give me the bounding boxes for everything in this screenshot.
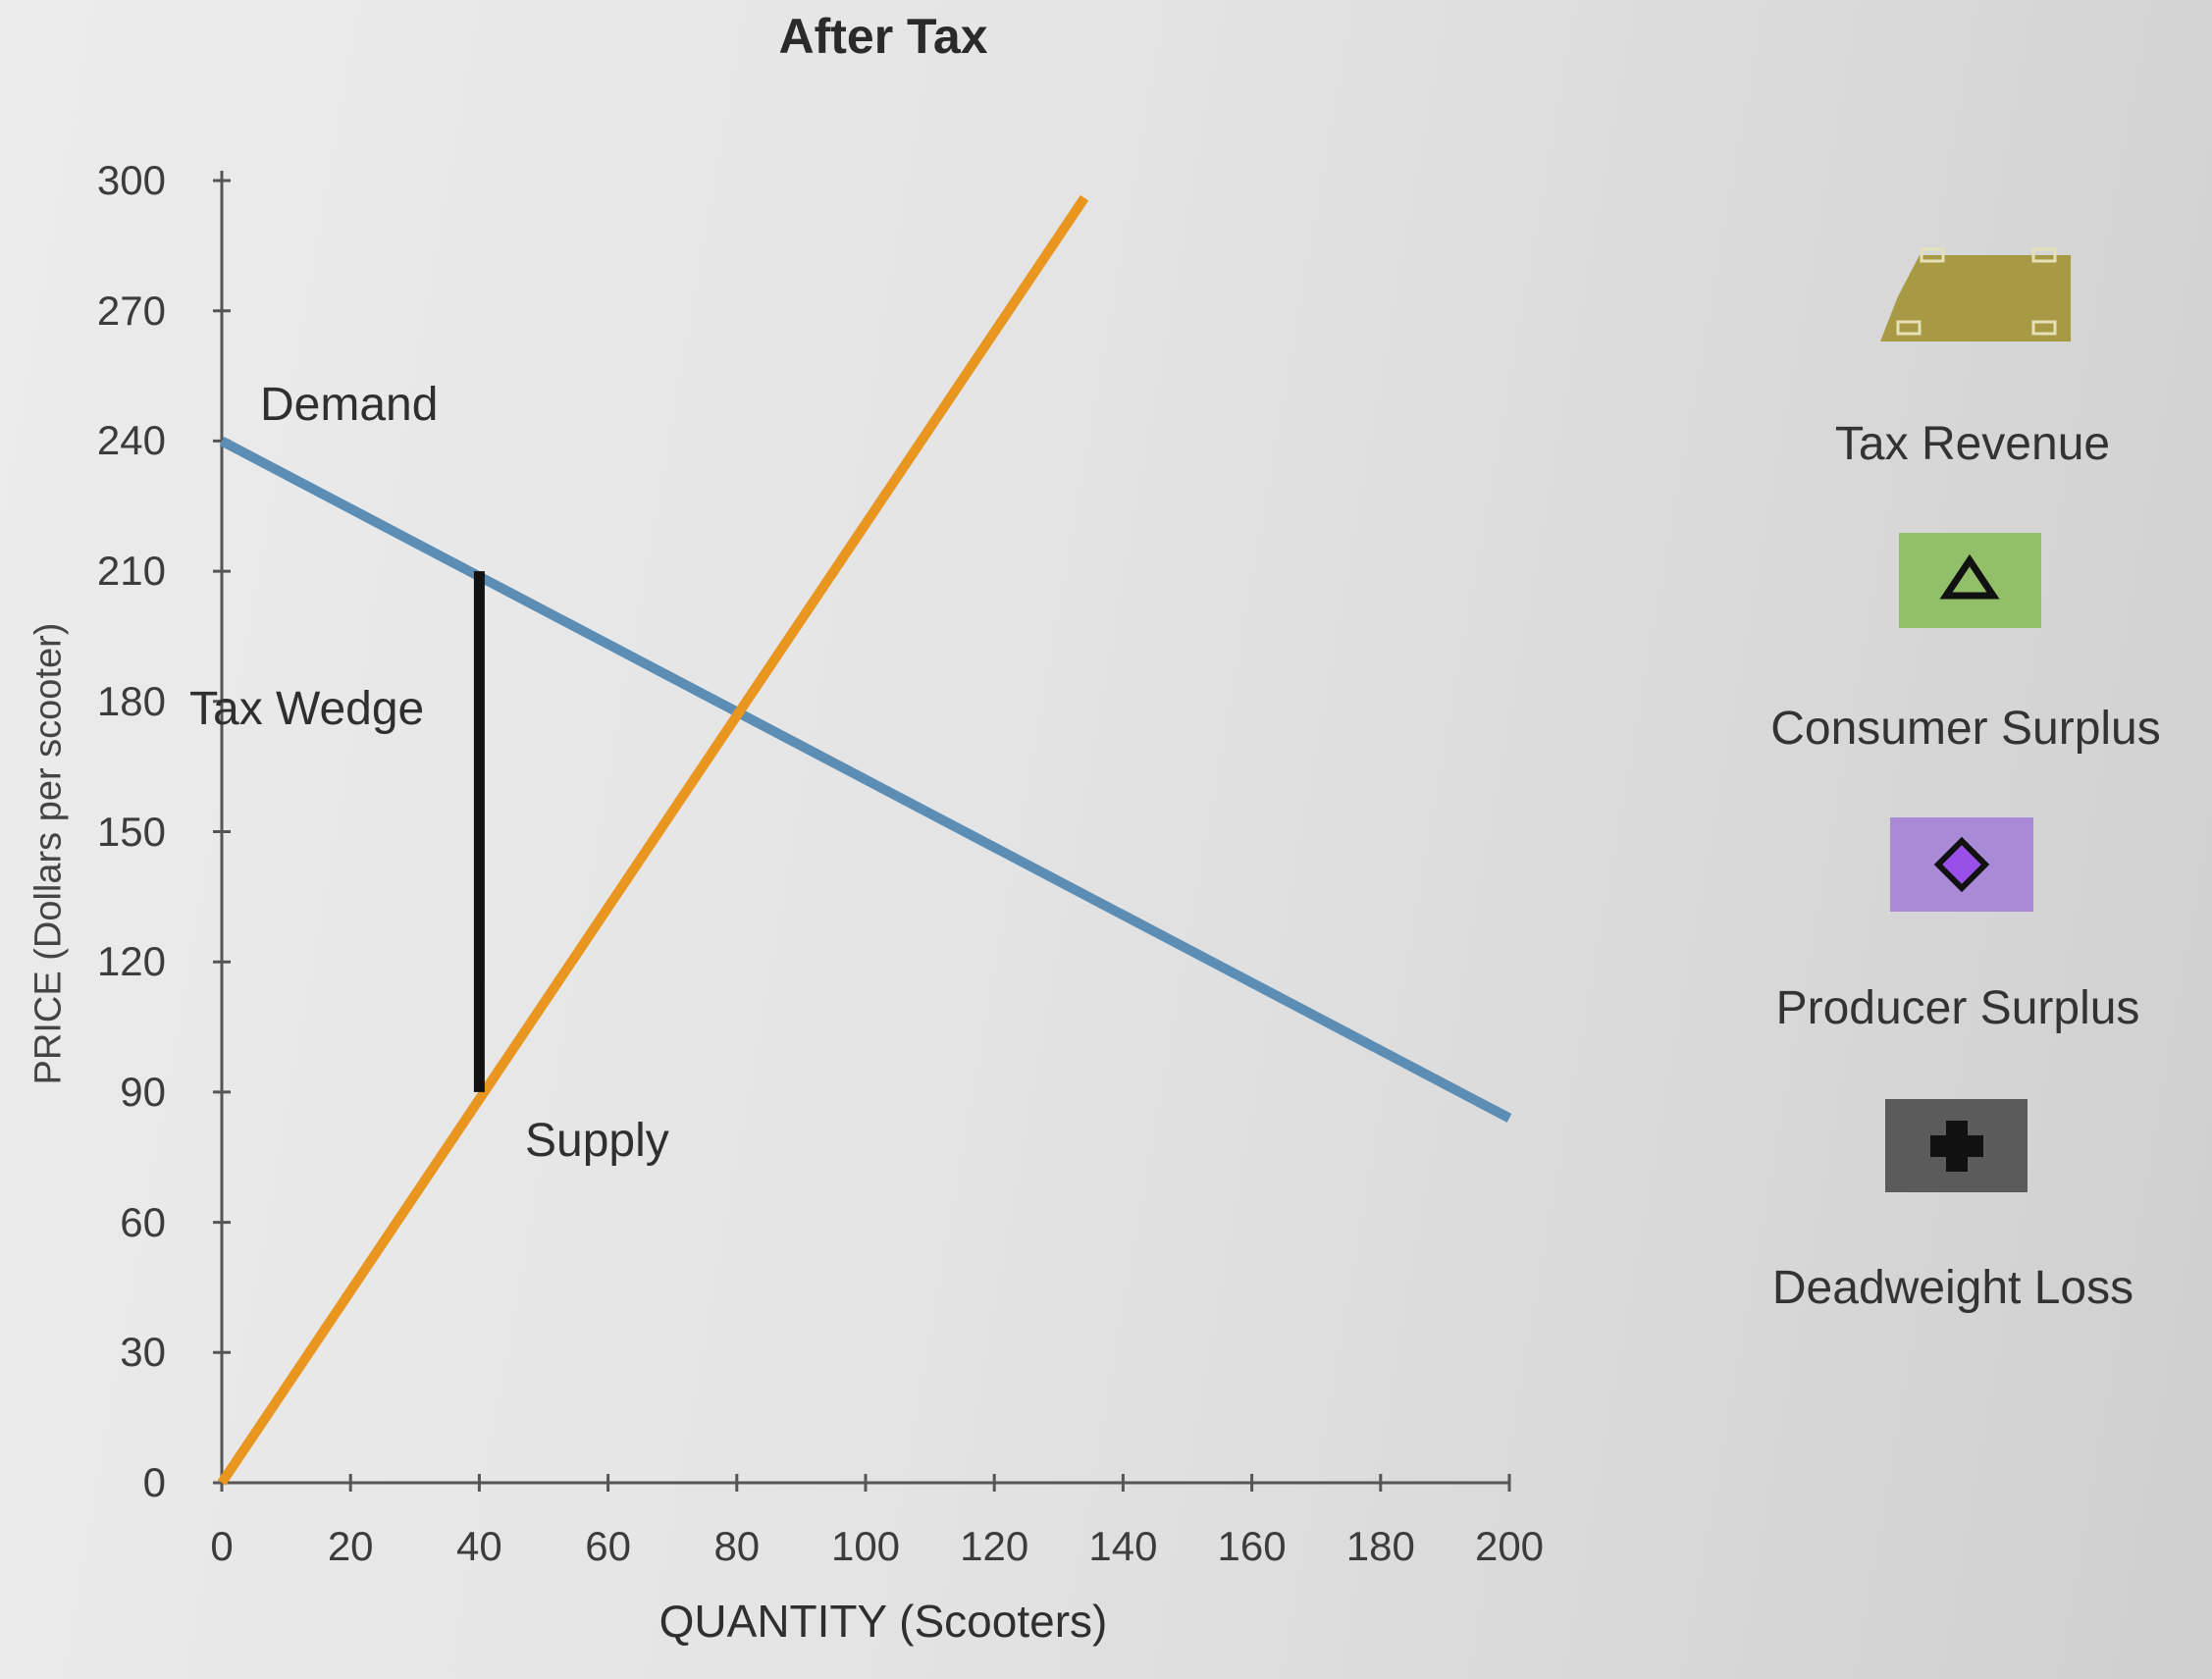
y-tick-label: 90 — [120, 1068, 166, 1115]
y-tick-label: 150 — [96, 808, 166, 855]
y-tick-label: 180 — [96, 677, 166, 724]
legend-label-tax-revenue: Tax Revenue — [1834, 418, 2111, 470]
x-tick-label: 100 — [830, 1523, 901, 1569]
y-tick-label: 210 — [96, 548, 166, 595]
y-tick-label: 60 — [120, 1198, 166, 1245]
x-tick-label: 0 — [210, 1523, 234, 1569]
plus-icon[interactable] — [1885, 1099, 2028, 1192]
series-line-supply — [217, 194, 1089, 1486]
x-tick-label: 60 — [585, 1523, 631, 1569]
legend-label-deadweight-loss: Deadweight Loss — [1771, 1262, 2134, 1314]
y-tick-label: 120 — [96, 938, 166, 985]
y-tick-label: 240 — [96, 417, 166, 464]
y-tick-label: 30 — [120, 1329, 166, 1376]
tax-revenue-icon[interactable] — [1880, 247, 2071, 341]
y-tick-label: 270 — [96, 287, 166, 334]
y-axis-label: PRICE (Dollars per scooter) — [27, 622, 70, 1085]
series-line-demand — [219, 436, 1512, 1123]
x-tick-label: 200 — [1474, 1523, 1545, 1569]
supply-label: Supply — [525, 1115, 669, 1167]
demand-label: Demand — [260, 379, 439, 431]
legend-label-producer-surplus: Producer Surplus — [1775, 982, 2140, 1034]
triangle-icon[interactable] — [1899, 533, 2041, 628]
x-tick-label: 40 — [456, 1523, 502, 1569]
x-tick-label: 80 — [713, 1523, 761, 1569]
y-tick-label: 300 — [96, 157, 166, 203]
x-tick-label: 160 — [1217, 1523, 1287, 1569]
x-axis-label: QUANTITY (Scooters) — [658, 1596, 1108, 1647]
x-tick-label: 120 — [960, 1523, 1029, 1569]
tax-wedge-label: Tax Wedge — [189, 683, 425, 735]
y-tick-label: 0 — [142, 1459, 166, 1505]
chart-title: After Tax — [778, 9, 988, 64]
legend-label-consumer-surplus: Consumer Surplus — [1770, 703, 2161, 755]
x-tick-label: 20 — [327, 1523, 374, 1569]
x-tick-label: 180 — [1345, 1523, 1415, 1569]
diamond-icon[interactable] — [1890, 817, 2033, 912]
x-tick-label: 140 — [1088, 1523, 1158, 1569]
